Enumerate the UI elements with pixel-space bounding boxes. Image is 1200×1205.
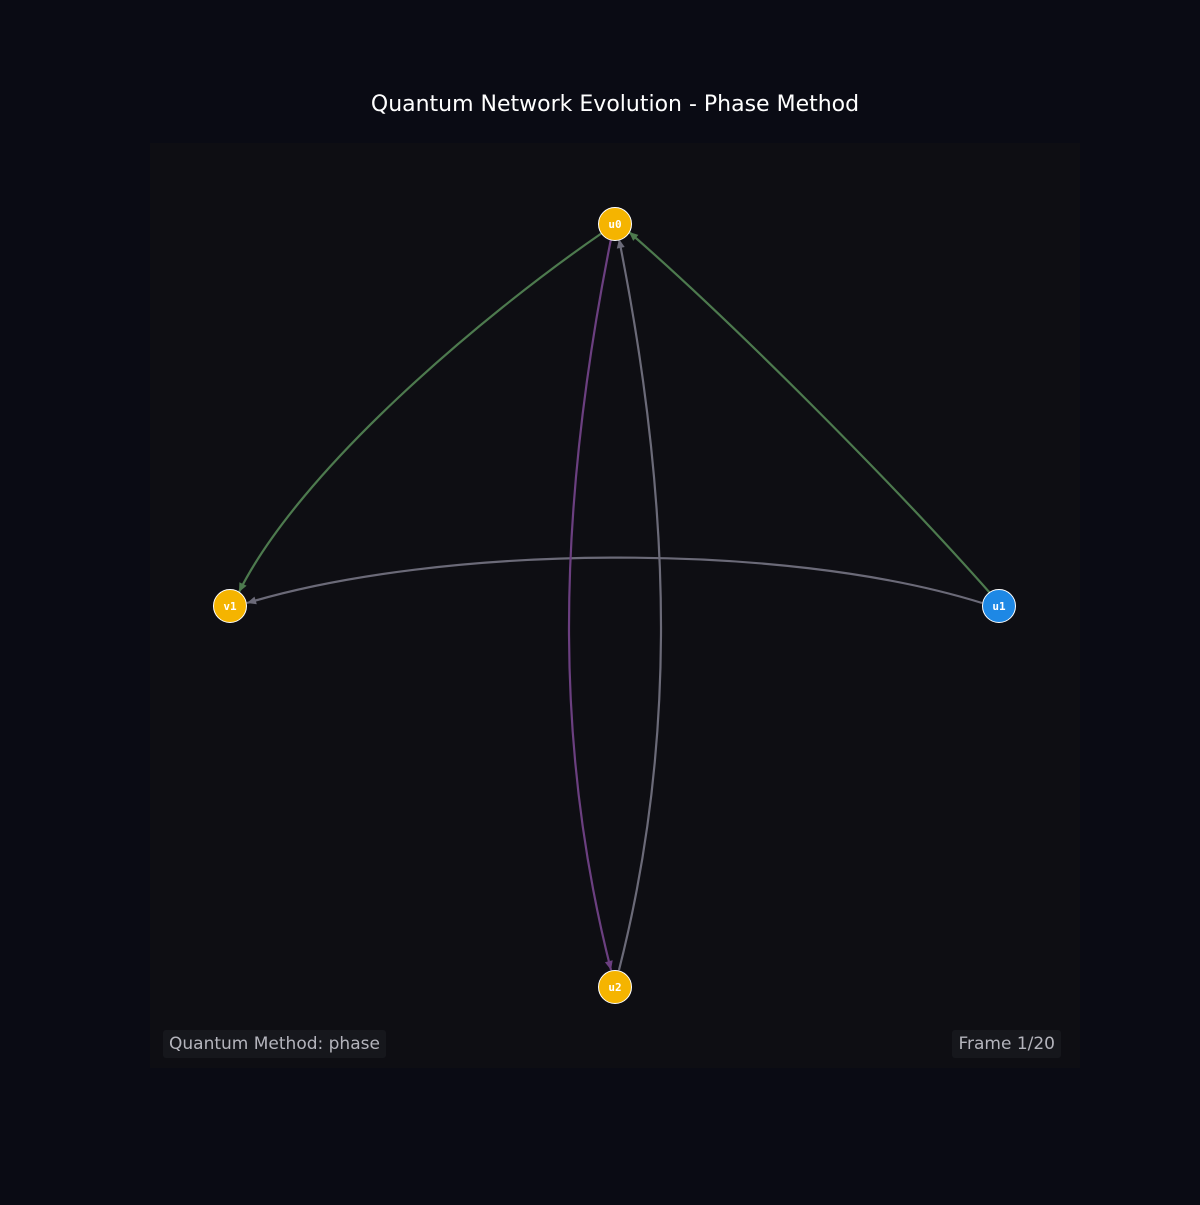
node-v1: v1 bbox=[213, 589, 247, 623]
arrowhead-u1-to-v1 bbox=[247, 596, 257, 605]
node-u1: u1 bbox=[982, 589, 1016, 623]
plot-panel bbox=[150, 143, 1080, 1068]
arrowhead-u0-to-v1 bbox=[239, 582, 247, 592]
node-v1-label: v1 bbox=[223, 600, 237, 613]
edge-layer bbox=[238, 231, 991, 971]
arrowhead-u2-to-u0 bbox=[616, 239, 625, 249]
node-u0: u0 bbox=[598, 207, 632, 241]
frame-counter: Frame 1/20 bbox=[952, 1030, 1061, 1058]
diagram-title: Quantum Network Evolution - Phase Method bbox=[371, 92, 859, 117]
node-layer: u0 v1 u1 u2 bbox=[213, 207, 1016, 1004]
node-u2-label: u2 bbox=[608, 981, 621, 994]
edge-u0-to-v1 bbox=[238, 232, 603, 593]
node-v1-circle bbox=[213, 589, 247, 623]
edge-u2-to-u0 bbox=[617, 238, 663, 971]
edge-u1-to-u0 bbox=[628, 231, 991, 594]
edge-u0-to-u2 bbox=[567, 238, 613, 971]
node-u1-circle bbox=[982, 589, 1016, 623]
node-u2: u2 bbox=[598, 970, 632, 1004]
arrowhead-u0-to-u2 bbox=[604, 960, 613, 970]
node-u0-circle bbox=[598, 207, 632, 241]
edge-u1-to-v1 bbox=[246, 556, 983, 605]
node-u2-circle bbox=[598, 970, 632, 1004]
node-u1-label: u1 bbox=[992, 600, 1006, 613]
arrowhead-u1-to-u0 bbox=[629, 232, 639, 241]
node-u0-label: u0 bbox=[608, 218, 621, 231]
method-label: Quantum Method: phase bbox=[163, 1030, 386, 1058]
